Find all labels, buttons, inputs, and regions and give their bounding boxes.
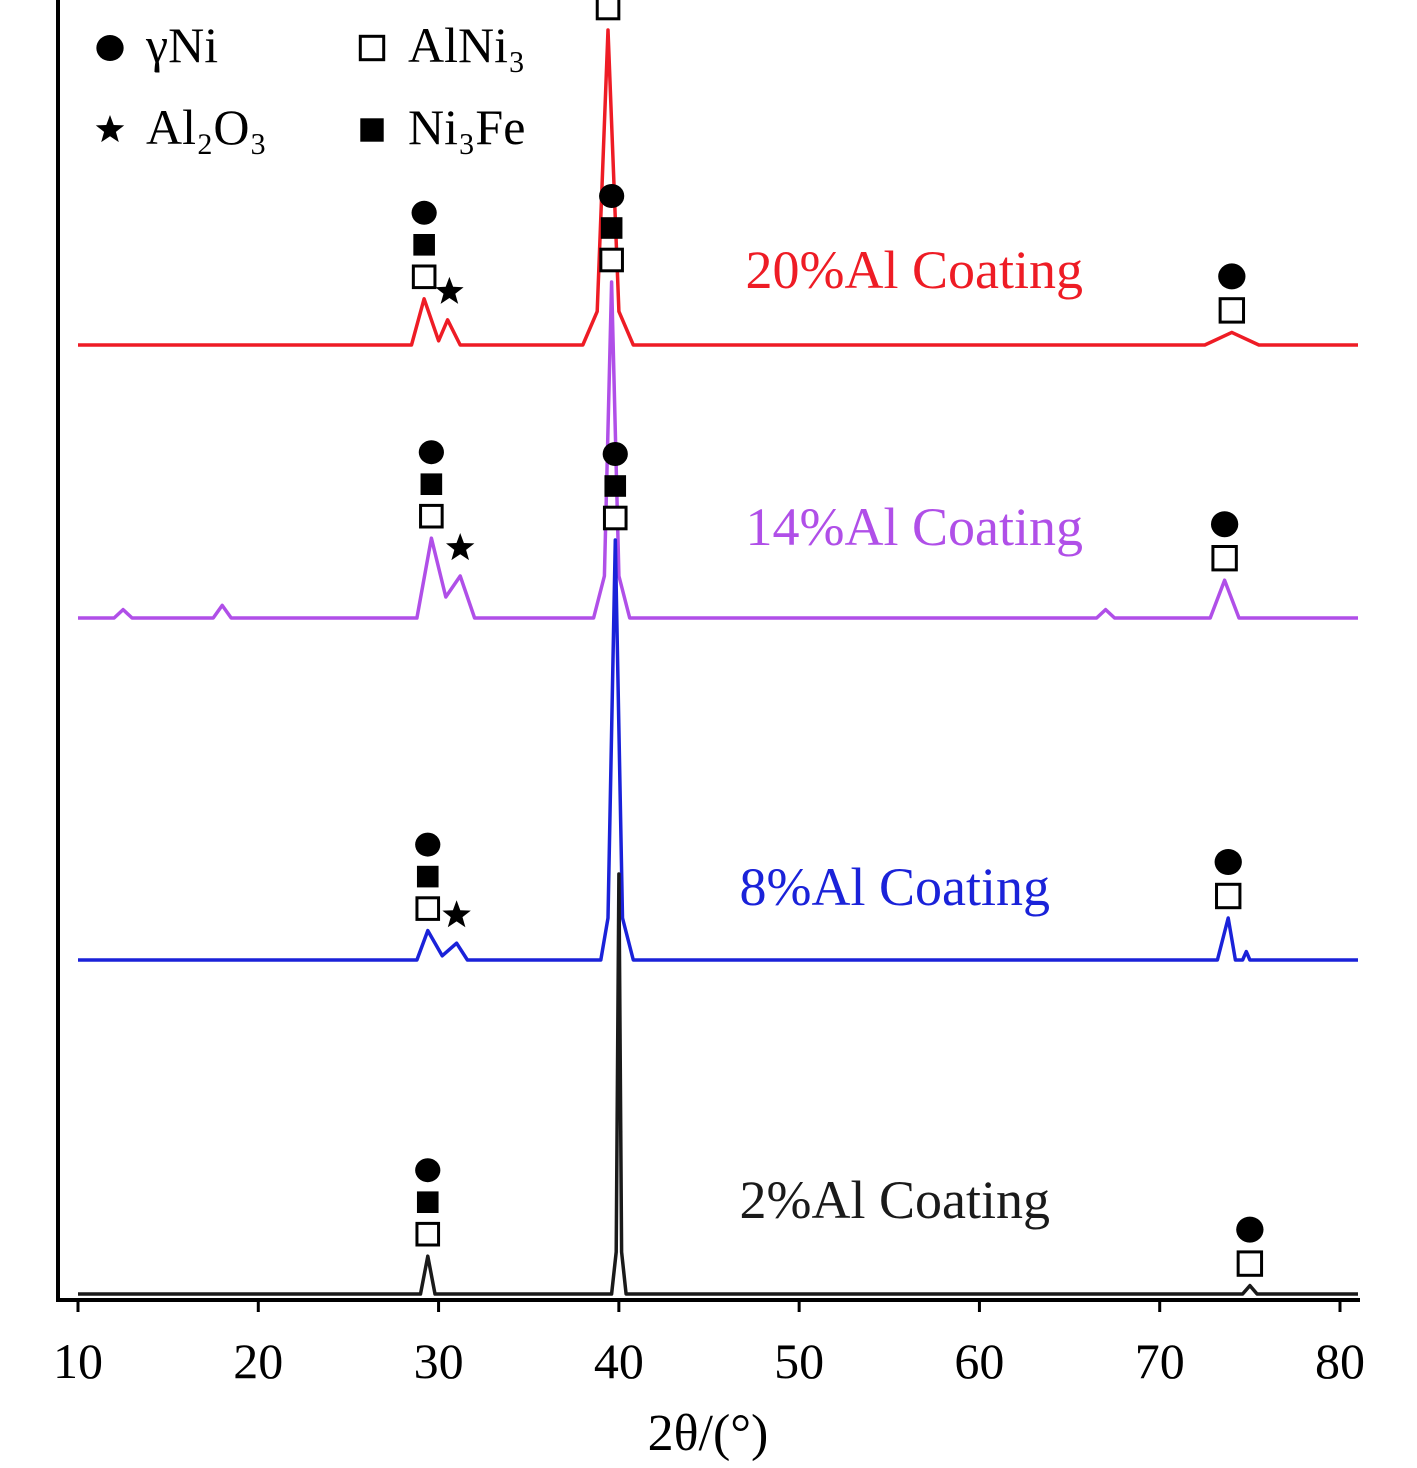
legend-label-3: Ni₃Fe [408, 99, 525, 155]
x-tick-labels: 10 20 30 40 50 60 70 80 [53, 1333, 1365, 1389]
ni3fe-marker [600, 217, 623, 239]
gamma-ni-marker [411, 200, 437, 225]
ni3fe-marker [420, 473, 443, 495]
ni3fe-marker [360, 118, 384, 142]
ni3fe-marker [416, 1191, 439, 1213]
series-label-1: 14%Al Coating [746, 497, 1083, 557]
legend: γNi AlNi₃ Al₂O₃ Ni₃Fe [95, 17, 525, 155]
al2o3-marker [95, 115, 125, 143]
gamma-ni-marker [96, 35, 124, 61]
series-line-2 [78, 538, 1358, 962]
al2o3-marker [446, 533, 475, 561]
x-axis-title: 2θ/(°) [648, 1405, 769, 1462]
axes [56, 0, 1360, 1302]
alni3-marker [602, 505, 628, 531]
legend-label-1: AlNi₃ [408, 17, 525, 73]
gamma-ni-marker [418, 440, 444, 465]
ni3fe-marker [416, 865, 439, 888]
alni3-marker [599, 247, 624, 273]
ni3fe-marker [413, 234, 435, 256]
series-line-0 [78, 28, 1358, 347]
alni3-marker [415, 1221, 441, 1247]
alni3-marker [1211, 545, 1238, 572]
series-labels: 20%Al Coating 14%Al Coating 8%Al Coating 2%… [740, 240, 1083, 1230]
al2o3-marker [435, 276, 464, 304]
x-tick-label: 10 [53, 1333, 103, 1389]
series-line-1 [78, 280, 1358, 620]
alni3-marker [358, 34, 386, 62]
peak-markers [411, 0, 1264, 1277]
legend-label-0: γNi [145, 17, 218, 73]
gamma-ni-marker [415, 832, 441, 857]
x-tick-label: 20 [233, 1333, 283, 1389]
series-group [78, 28, 1358, 1296]
gamma-ni-marker [602, 442, 628, 466]
series-line-3 [78, 872, 1358, 1296]
gamma-ni-marker [1210, 511, 1239, 538]
series-label-3: 2%Al Coating [740, 1170, 1050, 1230]
al2o3-marker [442, 900, 471, 928]
alni3-marker [411, 264, 437, 290]
x-tick-label: 40 [594, 1333, 644, 1389]
alni3-marker [595, 0, 621, 21]
x-tick-label: 80 [1315, 1333, 1365, 1389]
alni3-marker [1215, 882, 1242, 910]
x-tick-label: 60 [954, 1333, 1004, 1389]
gamma-ni-marker [415, 1158, 441, 1183]
gamma-ni-marker [599, 184, 625, 208]
gamma-ni-marker [1236, 1216, 1264, 1243]
legend-label-2: Al₂O₃ [146, 99, 267, 155]
x-tick-label: 70 [1135, 1333, 1185, 1389]
gamma-ni-marker [1214, 849, 1242, 875]
alni3-marker [1236, 1250, 1264, 1277]
x-ticks [76, 1300, 1342, 1312]
gamma-ni-marker [1218, 263, 1246, 290]
x-tick-label: 30 [414, 1333, 464, 1389]
x-tick-label: 50 [774, 1333, 824, 1389]
alni3-marker [415, 896, 441, 921]
series-label-2: 8%Al Coating [740, 857, 1050, 917]
alni3-marker [1218, 297, 1246, 324]
alni3-marker [419, 503, 444, 529]
ni3fe-marker [604, 475, 627, 497]
series-label-0: 20%Al Coating [746, 240, 1083, 300]
